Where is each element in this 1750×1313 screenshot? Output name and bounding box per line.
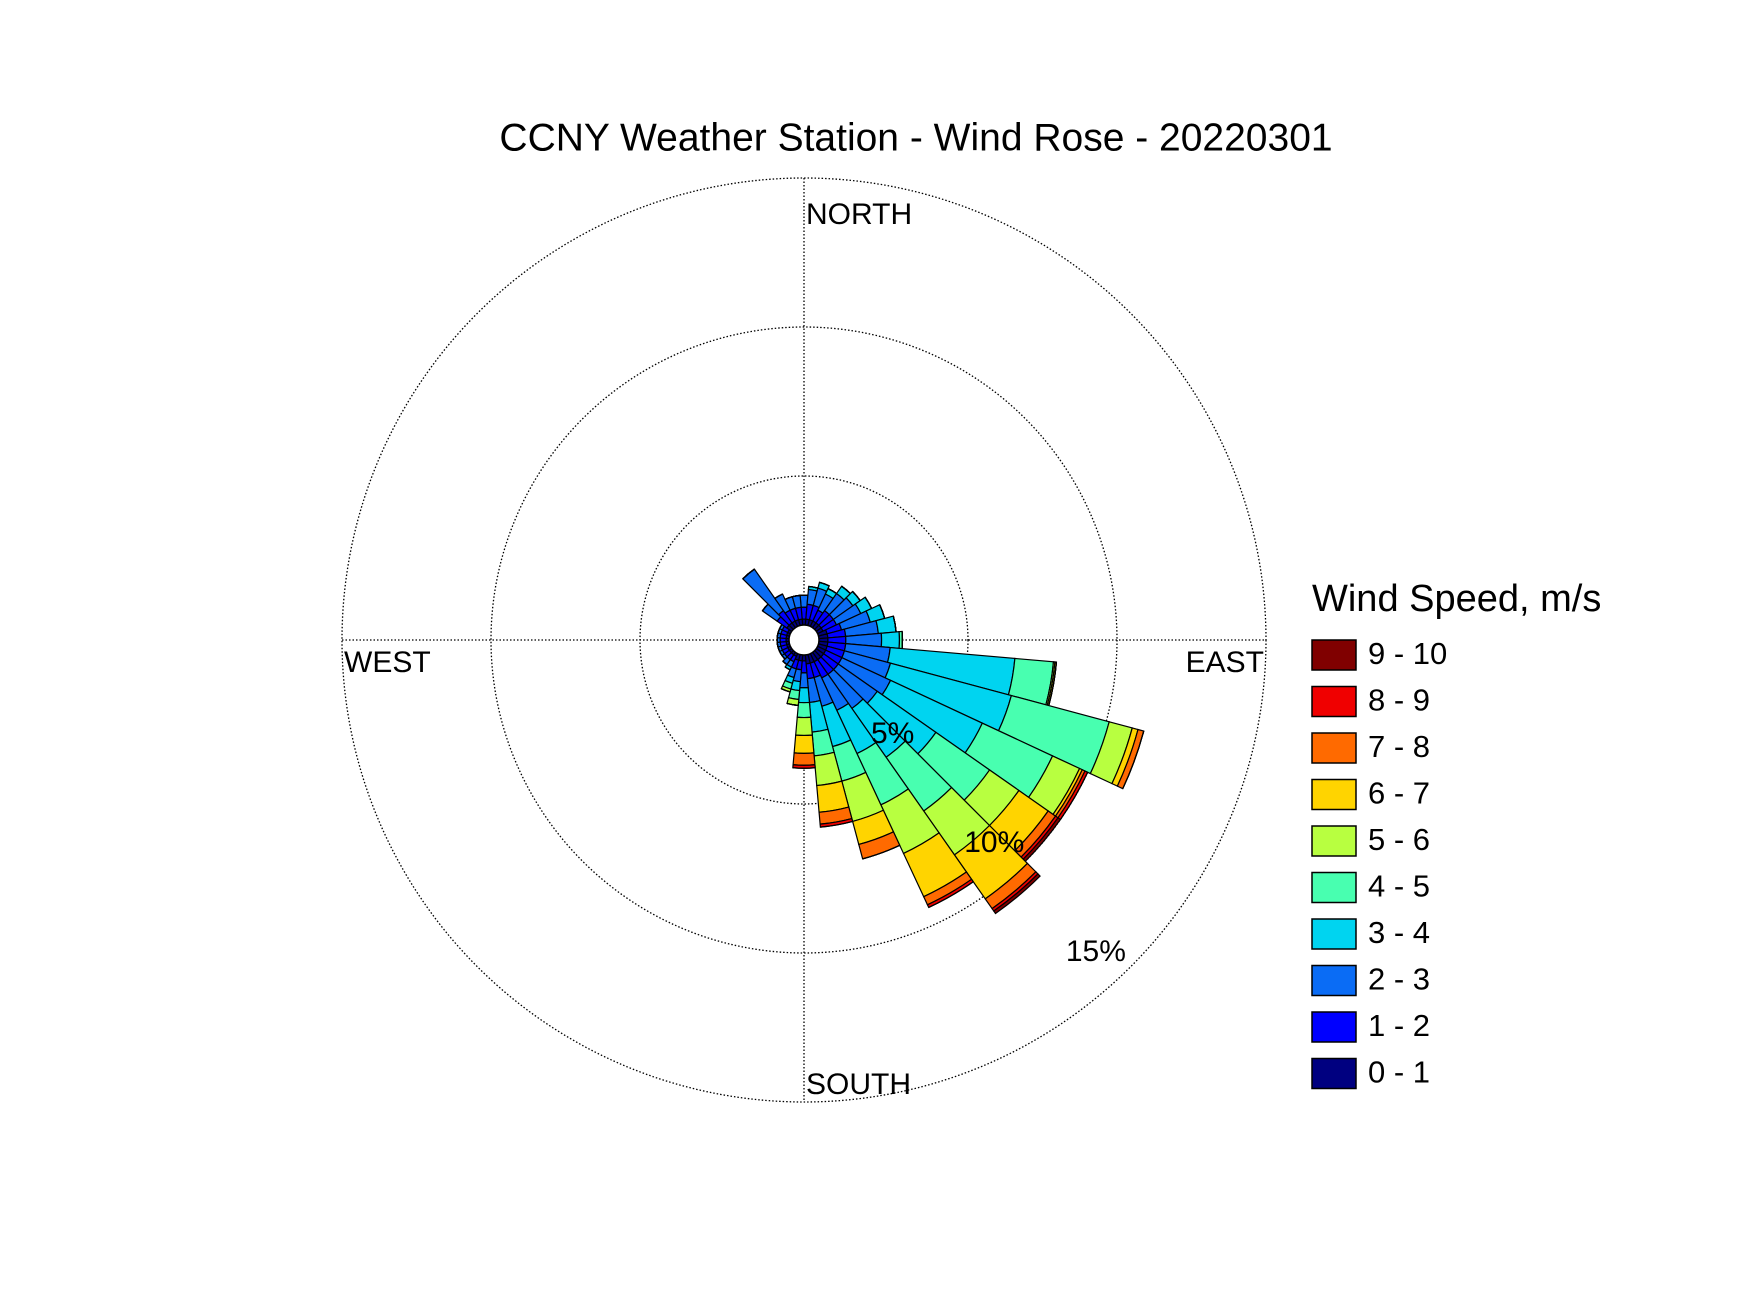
wedge-segment [784,666,791,671]
legend-label: 2 - 3 [1368,962,1430,997]
legend-swatch [1311,778,1357,811]
legend-label: 5 - 6 [1368,822,1430,857]
legend-label: 8 - 9 [1368,683,1430,718]
legend-title: Wind Speed, m/s [1312,578,1601,620]
wedge-segment [774,593,783,599]
wedge-segment [793,734,815,754]
wedge-segment [782,660,788,665]
chart-title: CCNY Weather Station - Wind Rose - 20220… [499,116,1332,159]
legend-swatch [1311,964,1357,997]
direction-label: WEST [344,646,431,679]
wedge-segment [795,716,813,737]
ring-label: 15% [1066,935,1126,968]
center-hole [788,624,820,656]
direction-label: SOUTH [806,1068,911,1101]
legend-label: 4 - 5 [1368,869,1430,904]
legend-label: 6 - 7 [1368,776,1430,811]
legend-swatch [1311,639,1357,671]
legend-label: 1 - 2 [1368,1008,1430,1043]
ring-label: 10% [964,826,1024,859]
legend-swatch [1311,732,1357,764]
wedge-segment [792,594,801,598]
legend-label: 0 - 1 [1368,1055,1430,1090]
wedge-segment [992,873,1041,915]
legend-label: 7 - 8 [1368,729,1430,764]
wedge-segment [742,568,755,580]
wedge-segment [880,631,901,649]
ring-label: 5% [871,717,914,750]
legend-swatch [1311,825,1357,857]
legend-swatch [1311,685,1357,718]
legend-swatch [1311,1057,1357,1090]
wedge-segment [796,701,812,719]
direction-label: NORTH [806,198,912,231]
wedge-segment [819,581,830,587]
grid-ring [639,475,969,805]
wedge-segment [792,752,816,766]
wedge-segment [781,688,791,693]
wedges [741,568,1145,915]
legend-swatch [1311,1011,1357,1043]
wedge-segment [741,568,785,616]
grid-ring [490,326,1118,954]
legend-label: 3 - 4 [1368,915,1430,950]
direction-label: EAST [1186,646,1264,679]
grid-ring [341,177,1267,1103]
legend-swatch [1311,871,1357,904]
wedge-segment [786,702,799,707]
legend-swatch [1311,918,1357,950]
legend-label: 9 - 10 [1368,636,1447,671]
